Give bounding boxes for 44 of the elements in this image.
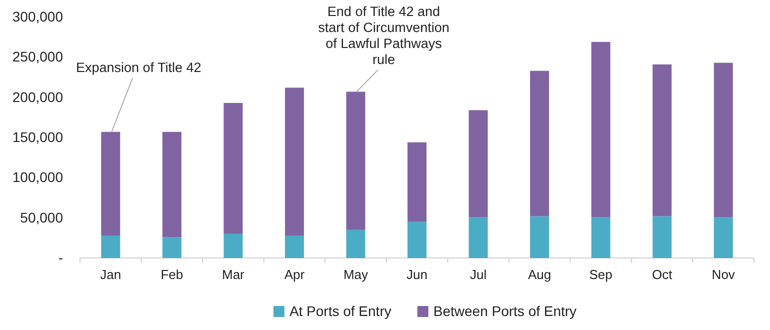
bar	[224, 234, 243, 258]
bar	[530, 70, 550, 216]
bar	[591, 42, 610, 218]
legend-label: At Ports of Entry	[289, 303, 392, 319]
y-tick-label: 50,000	[20, 209, 64, 226]
bar	[468, 110, 488, 218]
bar	[284, 236, 304, 258]
x-tick-label: Jul	[470, 267, 487, 282]
bar	[346, 230, 366, 258]
bar	[530, 216, 550, 258]
bar	[224, 102, 243, 234]
bar	[101, 132, 120, 236]
bar	[162, 132, 182, 238]
x-tick-label: Nov	[712, 267, 736, 282]
bar	[714, 217, 733, 258]
legend-label: Between Ports of Entry	[433, 303, 577, 319]
x-tick-label: May	[343, 267, 369, 282]
x-tick-label: Jan	[100, 267, 122, 282]
y-tick-label: 150,000	[12, 128, 64, 145]
bar	[284, 88, 304, 236]
y-tick-label: -	[58, 249, 64, 266]
x-tick-label: Sep	[589, 267, 612, 282]
y-tick-label: 100,000	[12, 169, 64, 186]
bar	[591, 217, 610, 258]
bar	[652, 64, 672, 216]
annotation: End of Title 42 and start of Circumvention of Lawful Pathways rule	[318, 4, 450, 67]
x-tick-label: Feb	[160, 267, 184, 282]
bar	[408, 142, 426, 222]
bar	[162, 237, 182, 258]
annotation: Expansion of Title 42	[76, 60, 202, 75]
x-tick-label: Apr	[284, 267, 306, 282]
bar	[652, 216, 672, 258]
x-tick-label: Oct	[652, 267, 673, 282]
bar	[408, 222, 426, 258]
y-tick-label: 300,000	[12, 8, 64, 24]
y-tick-label: 250,000	[12, 48, 64, 65]
bar	[714, 62, 733, 218]
x-tick-label: Aug	[528, 267, 552, 282]
x-tick-label: Mar	[222, 267, 246, 282]
x-tick-label: Jun	[406, 267, 428, 282]
bar	[468, 217, 488, 258]
bar	[346, 92, 366, 230]
y-tick-label: 200,000	[12, 88, 64, 105]
bar	[101, 236, 120, 258]
